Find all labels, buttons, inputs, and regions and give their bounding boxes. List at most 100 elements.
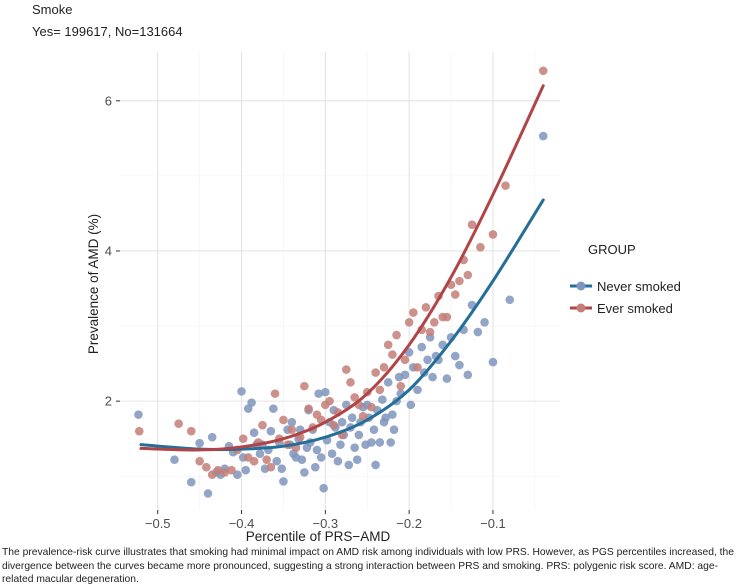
- point-never-smoked: [297, 455, 307, 464]
- point-ever-smoked: [388, 350, 397, 359]
- point-ever-smoked: [195, 456, 204, 466]
- point-ever-smoked: [258, 420, 267, 430]
- point-ever-smoked: [409, 308, 418, 317]
- point-ever-smoked: [341, 365, 351, 374]
- chart-title: Smoke: [32, 2, 72, 17]
- point-never-smoked: [450, 351, 460, 361]
- x-axis-ticks: −0.5 −0.4 −0.3 −0.2 −0.1: [145, 510, 506, 531]
- y-tick-label: 4: [105, 243, 112, 258]
- point-never-smoked: [505, 295, 515, 305]
- y-tick-label: 6: [105, 93, 112, 108]
- point-ever-smoked: [186, 426, 196, 436]
- legend-label-ever-smoked: Ever smoked: [597, 301, 673, 316]
- point-ever-smoked: [270, 389, 280, 398]
- point-never-smoked: [207, 432, 217, 442]
- x-tick-label: −0.5: [145, 516, 171, 531]
- point-never-smoked: [354, 430, 364, 440]
- point-never-smoked: [333, 456, 343, 466]
- point-ever-smoked: [463, 270, 473, 280]
- fit-curve-ever-smoked: [139, 84, 545, 452]
- point-ever-smoked: [450, 290, 460, 299]
- figure-caption: The prevalence-risk curve illustrates th…: [2, 547, 734, 585]
- point-never-smoked: [455, 360, 464, 370]
- point-never-smoked: [383, 378, 393, 387]
- point-ever-smoked: [425, 327, 435, 337]
- point-never-smoked: [367, 438, 376, 447]
- point-ever-smoked: [429, 317, 439, 327]
- point-ever-smoked: [404, 317, 414, 327]
- point-never-smoked: [272, 456, 282, 466]
- point-never-smoked: [337, 417, 347, 427]
- point-never-smoked: [247, 398, 256, 407]
- point-ever-smoked: [134, 426, 144, 436]
- point-never-smoked: [347, 413, 357, 422]
- point-ever-smoked: [358, 411, 368, 421]
- point-ever-smoked: [202, 462, 211, 472]
- point-ever-smoked: [421, 302, 431, 312]
- point-ever-smoked: [304, 404, 313, 413]
- point-never-smoked: [336, 440, 345, 449]
- point-ever-smoked: [455, 276, 464, 286]
- point-ever-smoked: [174, 419, 183, 428]
- point-never-smoked: [266, 426, 276, 436]
- x-tick-label: −0.4: [229, 516, 255, 531]
- point-never-smoked: [378, 395, 387, 404]
- point-ever-smoked: [329, 420, 339, 430]
- point-never-smoked: [316, 453, 326, 462]
- point-never-smoked: [287, 417, 297, 427]
- point-ever-smoked: [238, 434, 248, 443]
- point-ever-smoked: [488, 230, 498, 239]
- point-ever-smoked: [287, 425, 297, 434]
- chart-subtitle: Yes= 199617, No=131664: [32, 24, 183, 39]
- point-never-smoked: [388, 410, 397, 419]
- point-never-smoked: [423, 355, 432, 365]
- y-axis-label: Prevalence of AMD (%): [86, 214, 101, 354]
- point-ever-smoked: [367, 402, 376, 412]
- point-never-smoked: [417, 342, 427, 352]
- point-ever-smoked: [227, 465, 236, 475]
- point-never-smoked: [428, 372, 437, 382]
- legend: GROUP Never smoked Ever smoked: [570, 242, 681, 316]
- point-never-smoked: [381, 413, 390, 422]
- y-tick-label: 2: [105, 394, 112, 409]
- point-ever-smoked: [467, 220, 477, 229]
- point-never-smoked: [312, 445, 322, 455]
- point-never-smoked: [389, 425, 399, 434]
- point-never-smoked: [538, 131, 548, 141]
- point-ever-smoked: [220, 468, 230, 477]
- fit-curves: [139, 84, 545, 452]
- point-ever-smoked: [300, 381, 309, 391]
- legend-label-never-smoked: Never smoked: [597, 279, 681, 294]
- point-never-smoked: [350, 443, 359, 452]
- point-ever-smoked: [501, 181, 510, 190]
- point-never-smoked: [241, 465, 251, 475]
- point-ever-smoked: [249, 456, 259, 466]
- point-never-smoked: [314, 389, 323, 398]
- point-never-smoked: [327, 449, 337, 458]
- point-never-smoked: [375, 438, 385, 447]
- point-never-smoked: [480, 317, 489, 327]
- point-never-smoked: [237, 387, 246, 396]
- point-never-smoked: [344, 460, 354, 470]
- x-axis-label: Percentile of PRS−AMD: [246, 529, 391, 544]
- point-never-smoked: [277, 464, 287, 474]
- points-ever-smoked: [134, 66, 548, 480]
- point-ever-smoked: [379, 363, 389, 372]
- point-never-smoked: [170, 455, 179, 464]
- point-never-smoked: [249, 428, 259, 437]
- point-never-smoked: [473, 327, 483, 337]
- point-never-smoked: [319, 483, 328, 493]
- point-never-smoked: [463, 370, 473, 380]
- point-never-smoked: [400, 370, 410, 380]
- point-never-smoked: [279, 477, 288, 486]
- point-ever-smoked: [442, 312, 452, 322]
- point-never-smoked: [310, 462, 320, 472]
- point-never-smoked: [406, 400, 416, 410]
- x-tick-label: −0.1: [480, 516, 506, 531]
- point-ever-smoked: [538, 66, 548, 76]
- point-ever-smoked: [207, 470, 217, 480]
- point-never-smoked: [269, 404, 278, 413]
- point-ever-smoked: [266, 462, 276, 472]
- point-never-smoked: [369, 425, 379, 434]
- point-ever-smoked: [392, 330, 401, 340]
